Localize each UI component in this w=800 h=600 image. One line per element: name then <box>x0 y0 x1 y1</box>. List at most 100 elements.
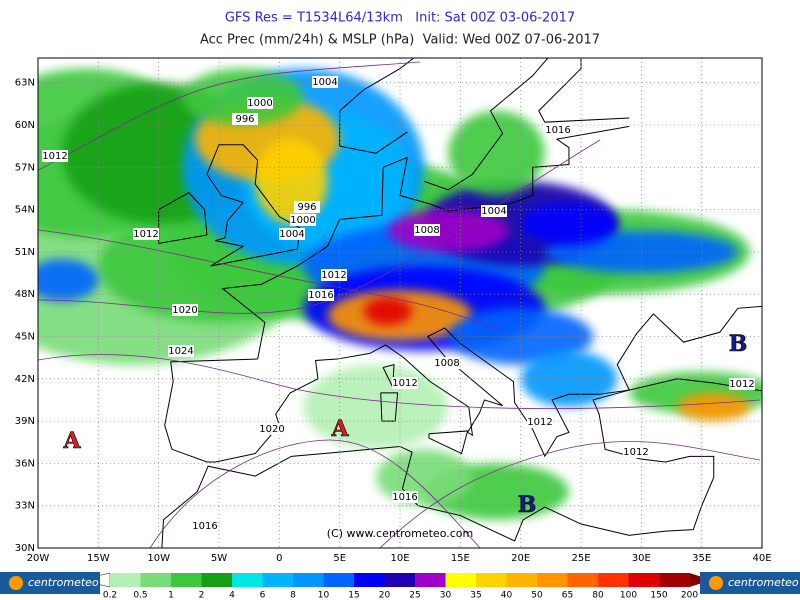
legend-swatch <box>323 573 354 587</box>
isobar-label: 1024 <box>168 346 193 357</box>
lat-label: 39N <box>15 416 35 427</box>
lon-label: 25E <box>571 553 590 564</box>
map-border <box>37 57 763 549</box>
isobar-label-box <box>545 124 571 136</box>
legend-label: 2 <box>199 591 205 600</box>
legend-swatch <box>659 573 690 587</box>
legend-label: 50 <box>531 591 543 600</box>
logo-icon <box>709 576 723 590</box>
isobar-label-box <box>168 345 194 357</box>
lon-label: 5W <box>211 553 227 564</box>
isobar-label: 1012 <box>392 378 417 389</box>
lat-label: 63N <box>15 78 35 89</box>
legend-swatch <box>293 573 324 587</box>
isobar-label-box <box>392 377 418 389</box>
isobar <box>38 354 761 409</box>
isobar-label-box <box>259 423 285 435</box>
lat-label: 54N <box>15 205 35 216</box>
legend-label: 20 <box>379 591 391 600</box>
isobar-label-box <box>279 228 305 240</box>
legend-label: 1 <box>168 591 174 600</box>
isobar-label-box <box>414 224 440 236</box>
lon-label: 5E <box>333 553 346 564</box>
isobar-label-box <box>290 214 316 226</box>
legend-label: 30 <box>440 591 452 600</box>
title-line1: GFS Res = T1534L64/13km Init: Sat 00Z 03… <box>225 11 575 26</box>
legend-swatch <box>567 573 598 587</box>
lat-label: 45N <box>15 332 35 343</box>
lat-label: 48N <box>15 289 35 300</box>
lat-label: 51N <box>15 247 35 258</box>
isobar-label: 1012 <box>42 151 67 162</box>
legend-label: 25 <box>409 591 420 600</box>
isobar <box>149 439 481 548</box>
lon-label: 15W <box>87 553 110 564</box>
pressure-center: B <box>729 331 748 357</box>
coastline <box>161 378 762 548</box>
isobar-label-box <box>729 378 755 390</box>
legend-swatch <box>537 573 568 587</box>
legend-label: 0.2 <box>103 591 117 600</box>
lon-label: 20E <box>511 553 530 564</box>
lon-label: 40E <box>752 553 771 564</box>
legend: 0.2 0.5 1 2 4 6 8 10 15 20 25 30 35 40 50 65 80 100 150 200… <box>0 572 800 600</box>
legend-swatch <box>110 573 141 587</box>
isobar <box>38 61 421 171</box>
lat-label: 33N <box>15 501 35 512</box>
isobar-label: 1016 <box>392 492 417 503</box>
legend-label: 15 <box>348 591 359 600</box>
lon-label: 10W <box>147 553 170 564</box>
isobar-label: 1012 <box>527 417 552 428</box>
pressure-center: A <box>330 416 349 442</box>
legend-swatch <box>354 573 385 587</box>
isobar-label-box <box>133 228 159 240</box>
isobar-label: 1020 <box>259 424 284 435</box>
legend-label: 0.5 <box>133 591 147 600</box>
logo-text: centrometeo <box>28 576 99 589</box>
precip-area <box>520 202 618 245</box>
isobar-label: 1000 <box>290 215 315 226</box>
coastline <box>164 305 762 463</box>
isobar-label: 996 <box>235 114 254 125</box>
isobar-label-box <box>481 205 507 217</box>
legend-swatch <box>201 573 232 587</box>
logo-box <box>0 572 100 594</box>
isobar-label: 1008 <box>414 225 439 236</box>
legend-swatch <box>598 573 629 587</box>
legend-swatch <box>415 573 446 587</box>
logo-icon <box>9 576 23 590</box>
precip-area <box>387 209 509 252</box>
isobar-label: 1004 <box>279 229 304 240</box>
isobar-label-box <box>434 357 460 369</box>
precip-area <box>182 68 304 126</box>
legend-swatch <box>140 573 171 587</box>
lon-label: 35E <box>692 553 711 564</box>
legend-swatch <box>476 573 507 587</box>
coastline <box>380 392 399 422</box>
legend-swatch <box>232 573 263 587</box>
lat-label: 30N <box>15 543 35 554</box>
isobar-label: 1008 <box>434 358 459 369</box>
lat-label: 60N <box>15 120 35 131</box>
lon-label: 20W <box>27 553 50 564</box>
lat-label: 42N <box>15 374 35 385</box>
legend-label: 100 <box>620 591 637 600</box>
lon-label: 15E <box>451 553 470 564</box>
isobar-label-box <box>623 446 649 458</box>
isobar-label-box <box>172 304 198 316</box>
legend-swatch <box>445 573 476 587</box>
legend-swatch <box>506 573 537 587</box>
legend-label: 150 <box>650 591 667 600</box>
isobar-label-box <box>232 113 258 125</box>
logo-text: centrometeo <box>728 576 799 589</box>
isobar <box>379 441 761 548</box>
legend-label: 8 <box>290 591 296 600</box>
isobar-label: 1000 <box>247 98 272 109</box>
legend-label: 10 <box>318 591 330 600</box>
isobar-label: 1016 <box>192 521 217 532</box>
isobar-label-box <box>321 269 347 281</box>
pressure-center: A <box>62 428 81 454</box>
coastline <box>206 144 301 267</box>
precip-area <box>303 364 449 450</box>
